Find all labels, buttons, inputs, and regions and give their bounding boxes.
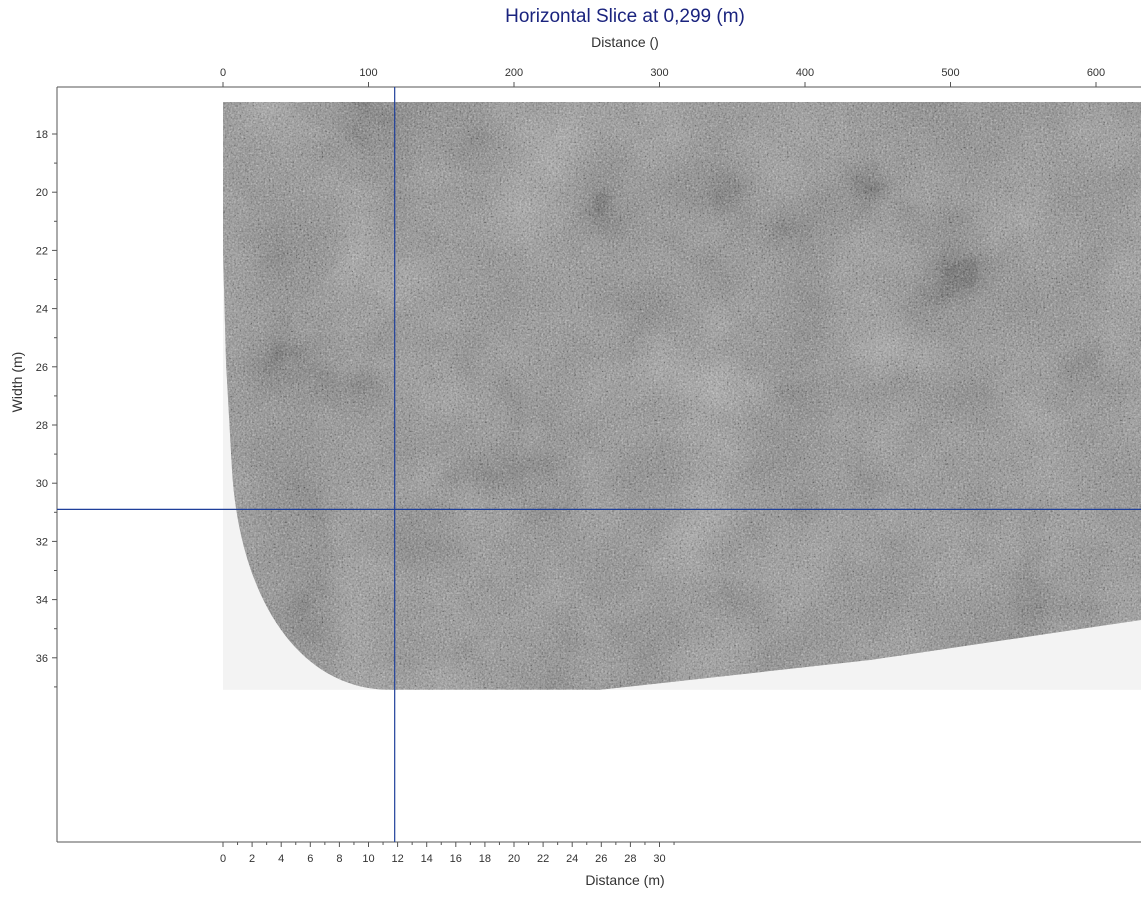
- x-bottom-tick-label: 10: [362, 853, 374, 865]
- top-axis-label: Distance (): [591, 34, 659, 50]
- y-tick-label: 22: [36, 245, 48, 257]
- x-bottom-tick-label: 16: [450, 853, 462, 865]
- y-tick-label: 24: [36, 304, 48, 316]
- x-bottom-tick-label: 14: [421, 853, 433, 865]
- x-bottom-tick-label: 4: [278, 853, 284, 865]
- x-bottom-tick-label: 0: [220, 853, 226, 865]
- x-top-tick-label: 200: [505, 67, 523, 79]
- chart-title: Horizontal Slice at 0,299 (m): [505, 6, 745, 27]
- y-tick-label: 36: [36, 653, 48, 665]
- heatmap-speckle-texture: [223, 101, 1141, 690]
- y-tick-label: 18: [36, 129, 48, 141]
- x-bottom-tick-label: 30: [653, 853, 665, 865]
- x-top-tick-label: 0: [220, 67, 226, 79]
- y-tick-label: 28: [36, 420, 48, 432]
- bottom-axis-label: Distance (m): [585, 872, 665, 888]
- x-bottom-tick-label: 24: [566, 853, 578, 865]
- y-tick-label: 26: [36, 362, 48, 374]
- y-tick-label: 34: [36, 595, 48, 607]
- x-top-tick-label: 600: [1087, 67, 1105, 79]
- x-bottom-tick-label: 12: [391, 853, 403, 865]
- x-bottom-tick-label: 2: [249, 853, 255, 865]
- x-bottom-tick-label: 26: [595, 853, 607, 865]
- x-bottom-tick-label: 6: [307, 853, 313, 865]
- y-tick-label: 30: [36, 478, 48, 490]
- y-tick-label: 32: [36, 536, 48, 548]
- x-bottom-tick-label: 8: [336, 853, 342, 865]
- y-tick-label: 20: [36, 187, 48, 199]
- x-top-tick-label: 100: [359, 67, 377, 79]
- x-top-tick-label: 400: [796, 67, 814, 79]
- x-bottom-tick-label: 20: [508, 853, 520, 865]
- heatmap-image: [223, 101, 1141, 690]
- x-bottom-tick-label: 22: [537, 853, 549, 865]
- x-top-tick-label: 500: [941, 67, 959, 79]
- x-bottom-tick-label: 18: [479, 853, 491, 865]
- x-bottom-tick-label: 28: [624, 853, 636, 865]
- x-top-tick-label: 300: [650, 67, 668, 79]
